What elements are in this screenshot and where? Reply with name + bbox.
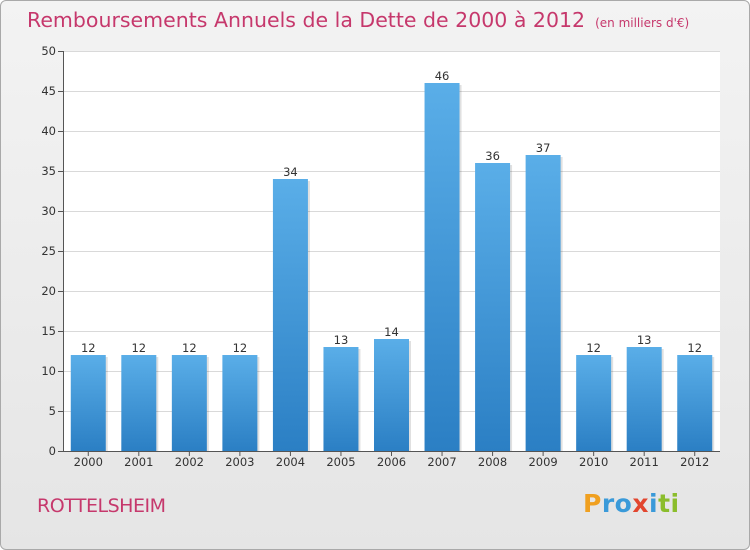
- data-label: 12: [233, 341, 248, 355]
- y-tick-label: 45: [41, 84, 56, 98]
- bar: [525, 155, 561, 451]
- data-label: 37: [536, 141, 551, 155]
- logo-letter: r: [601, 489, 615, 518]
- x-tick-label: 2004: [276, 455, 305, 469]
- x-tick-label: 2010: [579, 455, 608, 469]
- y-tick-label: 20: [41, 284, 56, 298]
- bar: [374, 339, 409, 451]
- bar: [626, 347, 662, 451]
- chart-title-text: Remboursements Annuels de la Dette de 20…: [27, 8, 586, 32]
- y-tick-label: 10: [41, 364, 56, 378]
- bar: [272, 179, 308, 451]
- logo-letter: t: [658, 489, 671, 518]
- y-tick-label: 40: [41, 124, 56, 138]
- y-tick-label: 25: [41, 244, 56, 258]
- chart-subtitle: (en milliers d'€): [595, 16, 690, 30]
- x-tick-label: 2005: [326, 455, 355, 469]
- logo-letter: i: [670, 489, 680, 518]
- x-tick-label: 2006: [377, 455, 406, 469]
- y-tick-label: 50: [41, 44, 56, 58]
- data-label: 12: [81, 341, 96, 355]
- data-label: 13: [334, 333, 349, 347]
- bar-layer: [70, 83, 715, 451]
- x-tick-label: 2012: [680, 455, 709, 469]
- bar: [171, 355, 207, 451]
- data-label: 14: [384, 325, 399, 339]
- x-tick-label: 2002: [175, 455, 204, 469]
- town-name: ROTTELSHEIM: [37, 495, 166, 517]
- x-tick-label: 2011: [630, 455, 659, 469]
- y-tick-label: 30: [41, 204, 56, 218]
- data-label: 12: [182, 341, 197, 355]
- x-tick-label: 2008: [478, 455, 507, 469]
- bar: [576, 355, 612, 451]
- bar: [70, 355, 106, 451]
- x-tick-label: 2009: [528, 455, 557, 469]
- bar: [222, 355, 258, 451]
- data-label: 13: [637, 333, 652, 347]
- logo-letter: x: [632, 489, 649, 518]
- x-tick-label: 2007: [427, 455, 456, 469]
- y-tick-label: 35: [41, 164, 56, 178]
- proxiti-logo[interactable]: Proxiti: [583, 489, 680, 518]
- x-tick-label: 2000: [74, 455, 103, 469]
- bar: [121, 355, 157, 451]
- data-label: 12: [131, 341, 146, 355]
- y-tick-label: 15: [41, 324, 56, 338]
- logo-letter: i: [649, 489, 659, 518]
- data-label: 34: [283, 165, 298, 179]
- x-tick-label: 2001: [124, 455, 153, 469]
- axis-layer: [58, 51, 720, 456]
- data-label: 12: [586, 341, 601, 355]
- logo-letter: P: [583, 489, 602, 518]
- label-layer: 0 5 10 15 20 25 30 35 40 45 50 12 2000 12 2001 12 2002 12…: [41, 44, 709, 469]
- bar: [475, 163, 511, 451]
- x-tick-label: 2003: [225, 455, 254, 469]
- logo-letter: o: [614, 489, 633, 518]
- bar: [677, 355, 713, 451]
- chart-title: Remboursements Annuels de la Dette de 20…: [27, 8, 689, 32]
- y-tick-label: 0: [49, 444, 56, 458]
- bar: [424, 83, 460, 451]
- bar: [323, 347, 359, 451]
- y-tick-label: 5: [49, 404, 56, 418]
- data-label: 46: [435, 69, 450, 83]
- data-label: 12: [687, 341, 702, 355]
- data-label: 36: [485, 149, 500, 163]
